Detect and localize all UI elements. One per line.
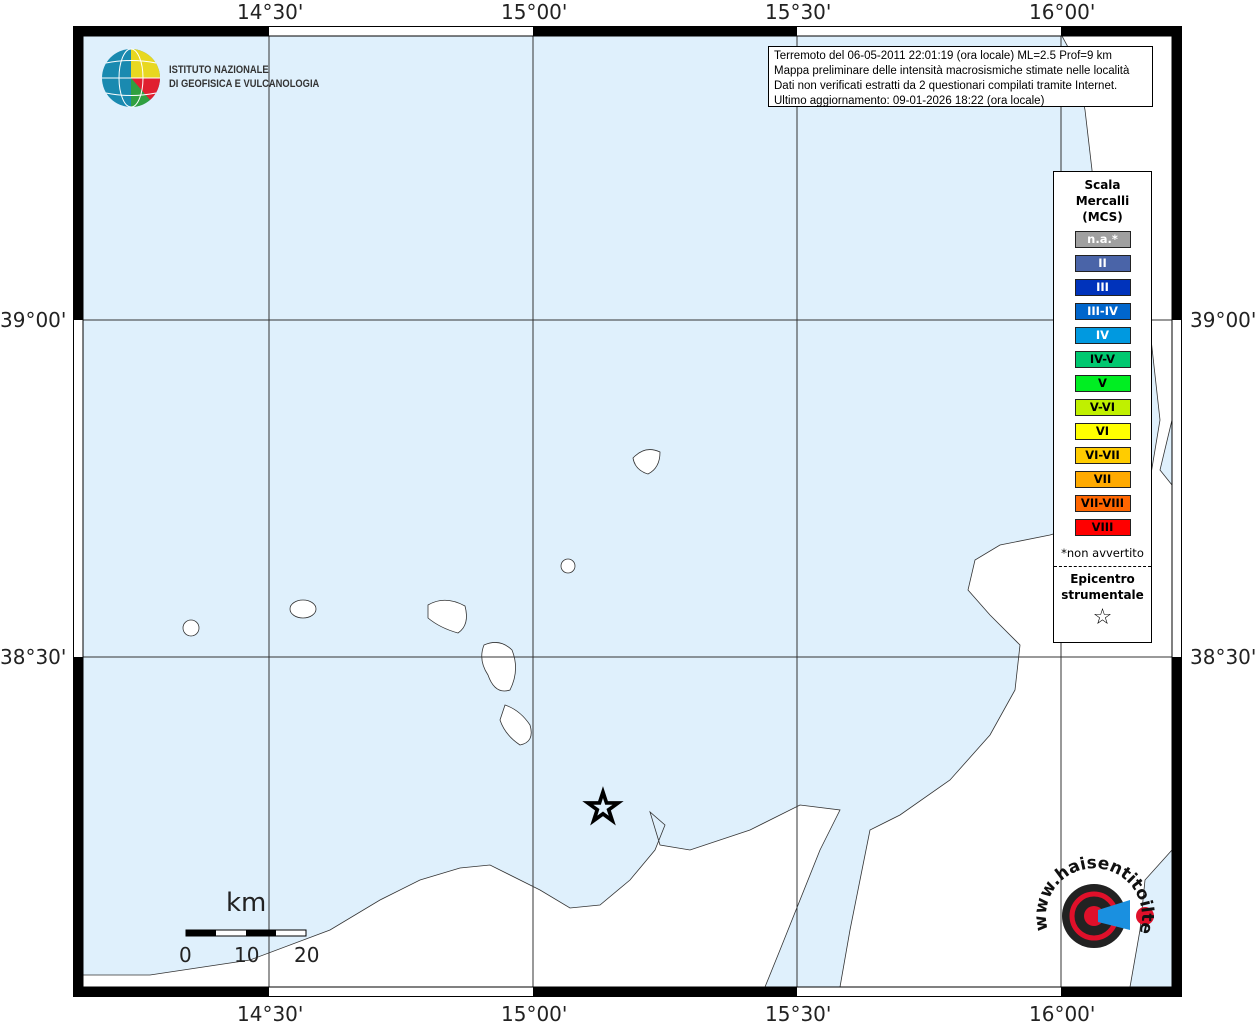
- legend-epicenter-label: Epicentro strumentale: [1054, 571, 1151, 603]
- island-salina: [481, 642, 516, 692]
- lat-label-left: 38°30': [0, 645, 67, 669]
- legend-swatch: VI: [1074, 423, 1131, 440]
- info-line: Dati non verificati estratti da 2 questi…: [774, 80, 1118, 92]
- legend-swatch: VII-VIII: [1074, 495, 1131, 512]
- scale-unit: km: [226, 888, 267, 918]
- island-panarea: [560, 558, 576, 574]
- legend-divider: [1054, 566, 1151, 567]
- legend-epicenter-line: strumentale: [1061, 588, 1144, 602]
- legend-swatch: IV: [1074, 327, 1131, 344]
- legend-swatch: II: [1074, 255, 1131, 272]
- legend-title-line: Scala: [1084, 178, 1121, 192]
- legend: Scala Mercalli (MCS) n.a.* II III III-IV IV I…: [1053, 171, 1152, 643]
- island-filicudi: [427, 599, 467, 634]
- scale-bar: [185, 929, 307, 937]
- legend-title-line: (MCS): [1082, 210, 1123, 224]
- legend-title-line: Mercalli: [1075, 194, 1130, 208]
- lon-label-bottom: 14°30': [237, 1002, 304, 1026]
- lat-label-right: 38°30': [1190, 645, 1255, 669]
- lat-label-left: 39°00': [0, 308, 67, 332]
- island-stromboli: [632, 449, 661, 475]
- lon-label-bottom: 15°30': [765, 1002, 832, 1026]
- ingv-line1: ISTITUTO NAZIONALE: [169, 64, 269, 76]
- legend-swatch: n.a.*: [1074, 231, 1131, 248]
- info-line: Ultimo aggiornamento: 09-01-2026 18:22 (…: [774, 95, 1045, 107]
- lon-label-top: 14°30': [237, 0, 304, 24]
- lon-label-bottom: 16°00': [1029, 1002, 1096, 1026]
- legend-note: *non avvertito: [1061, 546, 1144, 560]
- legend-title: Scala Mercalli (MCS): [1054, 177, 1151, 225]
- legend-swatch: IV-V: [1074, 351, 1131, 368]
- map-frame: [73, 26, 1182, 997]
- lat-label-right: 39°00': [1190, 308, 1255, 332]
- scale-tick: 20: [294, 943, 320, 967]
- info-line: Mappa preliminare delle intensità macros…: [774, 65, 1130, 77]
- legend-swatches: n.a.* II III III-IV IV IV-V V V-VI VI VI-VII VII VI…: [1054, 231, 1151, 536]
- epicenter-star-icon: ☆: [583, 782, 622, 833]
- islands: [182, 449, 661, 746]
- legend-swatch: III: [1074, 279, 1131, 296]
- island-lipari: [499, 704, 532, 746]
- lon-label-top: 15°30': [765, 0, 832, 24]
- legend-swatch: VI-VII: [1074, 447, 1131, 464]
- lon-label-top: 16°00': [1029, 0, 1096, 24]
- legend-swatch: III-IV: [1074, 303, 1131, 320]
- island-ustica: [182, 619, 200, 637]
- lon-label-bottom: 15°00': [501, 1002, 568, 1026]
- ingv-globe-icon: [102, 48, 161, 108]
- island-alicudi: [289, 599, 317, 619]
- legend-swatch: VII: [1074, 471, 1131, 488]
- legend-epicenter-line: Epicentro: [1070, 572, 1135, 586]
- legend-swatch: V: [1074, 375, 1131, 392]
- info-line: Terremoto del 06-05-2011 22:01:19 (ora l…: [774, 50, 1112, 62]
- legend-swatch: VIII: [1074, 519, 1131, 536]
- ingv-logo-text: ISTITUTO NAZIONALE DI GEOFISICA E VULCAN…: [169, 63, 319, 91]
- ingv-line2: DI GEOFISICA E VULCANOLOGIA: [169, 78, 320, 90]
- scale-tick: 0: [179, 943, 192, 967]
- scale-tick: 10: [234, 943, 260, 967]
- legend-star-icon: ☆: [1092, 605, 1113, 630]
- lon-label-top: 15°00': [501, 0, 568, 24]
- info-box: Terremoto del 06-05-2011 22:01:19 (ora l…: [768, 46, 1153, 107]
- legend-swatch: V-VI: [1074, 399, 1131, 416]
